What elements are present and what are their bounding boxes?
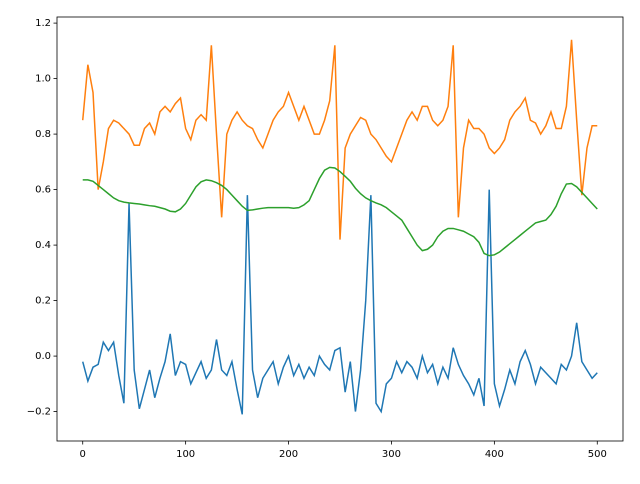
y-tick-label: 0.6 xyxy=(35,185,51,196)
x-tick-label: 500 xyxy=(588,449,607,460)
x-tick-label: 400 xyxy=(485,449,504,460)
y-tick-label: 0.8 xyxy=(35,129,51,140)
y-tick-label: 0.0 xyxy=(35,351,51,362)
series-line xyxy=(82,189,598,415)
y-tick-label: 0.4 xyxy=(35,240,51,251)
x-tick-label: 100 xyxy=(176,449,195,460)
x-tick-label: 0 xyxy=(80,449,86,460)
y-tick-label: 0.2 xyxy=(35,296,51,307)
y-tick-label: −0.2 xyxy=(27,407,51,418)
axes-frame xyxy=(56,16,624,442)
x-tick-label: 300 xyxy=(382,449,401,460)
y-tick-label: 1.2 xyxy=(35,18,51,29)
y-tick-label: 1.0 xyxy=(35,74,51,85)
series-line xyxy=(81,39,598,240)
series-line xyxy=(82,166,598,257)
x-tick-label: 200 xyxy=(279,449,298,460)
